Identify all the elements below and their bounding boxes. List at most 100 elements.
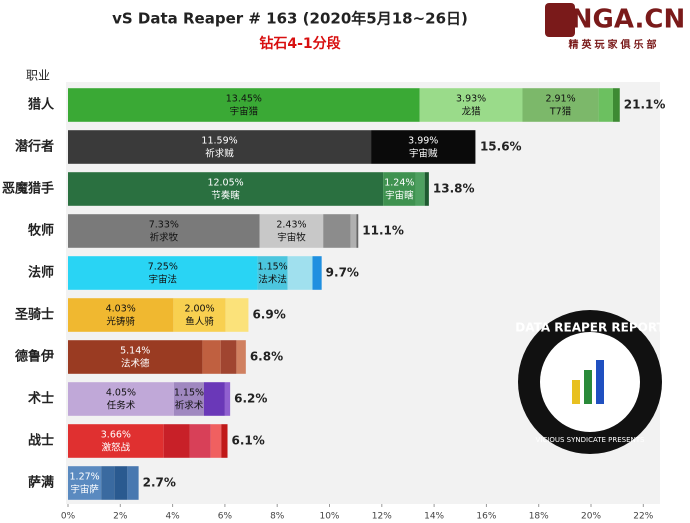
segment-name-label: 任务术 xyxy=(107,400,136,412)
segment-value-label: 3.66% xyxy=(101,430,131,441)
badge-icon xyxy=(584,370,592,404)
y-tick-label: 圣骑士 xyxy=(15,307,54,323)
segment-value-label: 2.00% xyxy=(184,304,214,315)
bar-segment xyxy=(371,130,476,164)
x-tick-label: 16% xyxy=(476,512,496,522)
segment-value-label: 11.59% xyxy=(201,136,237,147)
bar-segment xyxy=(68,340,203,374)
segment-value-label: 2.91% xyxy=(545,94,575,105)
y-tick-label: 潜行者 xyxy=(15,139,54,155)
y-tick-label: 恶魔猎手 xyxy=(2,181,54,197)
bar-segment xyxy=(225,298,249,332)
segment-name-label: 祈求术 xyxy=(175,400,204,412)
bar-segment xyxy=(259,214,324,248)
chart-subtitle: 钻石4-1分段 xyxy=(259,35,340,52)
x-tick-label: 14% xyxy=(424,512,444,522)
x-tick-label: 18% xyxy=(529,512,549,522)
total-label: 15.6% xyxy=(480,140,522,154)
segment-name-label: 法术德 xyxy=(121,358,150,370)
total-label: 2.7% xyxy=(143,476,176,490)
x-tick-label: 20% xyxy=(581,512,601,522)
bar-segment xyxy=(415,172,425,206)
y-tick-label: 牧师 xyxy=(28,223,54,239)
segment-value-label: 13.45% xyxy=(226,94,262,105)
bar-segment xyxy=(224,382,231,416)
bar-segment xyxy=(68,214,260,248)
segment-name-label: 祈求牧 xyxy=(150,232,179,244)
segment-value-label: 12.05% xyxy=(207,178,243,189)
segment-name-label: 节奏瞎 xyxy=(211,190,240,202)
bar-segment xyxy=(257,256,288,290)
bar-segment xyxy=(68,466,102,500)
bar-segment xyxy=(424,172,429,206)
bar-segment xyxy=(287,256,313,290)
segment-value-label: 3.93% xyxy=(456,94,486,105)
bar-segment xyxy=(522,88,599,122)
x-tick-label: 22% xyxy=(633,512,653,522)
segment-name-label: 鱼人骑 xyxy=(185,316,214,328)
badge-icon xyxy=(572,380,580,404)
badge-title: DATA REAPER REPORT xyxy=(515,321,665,335)
x-tick-label: 6% xyxy=(218,512,233,522)
x-tick-label: 0% xyxy=(61,512,76,522)
bar-segment xyxy=(101,466,115,500)
segment-value-label: 4.03% xyxy=(106,304,136,315)
y-tick-label: 法师 xyxy=(28,265,54,281)
chart-title: vS Data Reaper # 163 (2020年5月18~26日) xyxy=(112,10,468,28)
bar-segment xyxy=(419,88,523,122)
logo: NGA.CN 精英玩家俱乐部 xyxy=(545,3,685,51)
segment-name-label: 宇宙牧 xyxy=(277,232,306,244)
bar-segment xyxy=(221,424,228,458)
bar-segment xyxy=(383,172,416,206)
y-tick-label: 术士 xyxy=(27,391,54,407)
segment-value-label: 7.25% xyxy=(148,262,178,273)
y-axis-label: 职业 xyxy=(26,69,50,83)
bar-segment xyxy=(350,214,357,248)
total-label: 6.9% xyxy=(252,308,285,322)
bar-segment xyxy=(203,382,225,416)
bar-segment xyxy=(612,88,620,122)
bar-segment xyxy=(68,130,372,164)
bar-segment xyxy=(68,256,258,290)
logo-text: NGA.CN xyxy=(571,5,685,35)
segment-name-label: 激怒战 xyxy=(102,442,131,454)
bar-segment xyxy=(68,382,174,416)
bar-segment xyxy=(68,424,164,458)
bar-segment xyxy=(220,340,237,374)
badge-icon xyxy=(596,360,604,404)
segment-name-label: 宇宙法 xyxy=(149,274,178,286)
badge-subtitle: VICIOUS SYNDICATE PRESENTS xyxy=(536,436,645,444)
segment-name-label: 祈求贼 xyxy=(205,148,234,160)
bar-segment xyxy=(127,466,139,500)
x-tick-label: 10% xyxy=(319,512,339,522)
bar-segment xyxy=(202,340,221,374)
total-label: 6.1% xyxy=(232,434,265,448)
segment-value-label: 1.24% xyxy=(384,178,414,189)
bar-segment xyxy=(68,298,174,332)
x-tick-label: 2% xyxy=(113,512,128,522)
total-label: 6.2% xyxy=(234,392,267,406)
bar-segment xyxy=(210,424,222,458)
segment-value-label: 1.15% xyxy=(174,388,204,399)
segment-name-label: 龙猎 xyxy=(462,106,482,118)
x-tick-label: 12% xyxy=(372,512,392,522)
badge: DATA REAPER REPORT VICIOUS SYNDICATE PRE… xyxy=(515,310,666,454)
segment-value-label: 1.27% xyxy=(70,472,100,483)
total-label: 6.8% xyxy=(250,350,283,364)
bar-segment xyxy=(236,340,246,374)
logo-slogan: 精英玩家俱乐部 xyxy=(569,38,660,51)
bar-segment xyxy=(189,424,211,458)
segment-value-label: 5.14% xyxy=(120,346,150,357)
segment-value-label: 2.43% xyxy=(276,220,306,231)
total-label: 21.1% xyxy=(624,98,666,112)
bar-segment xyxy=(68,88,420,122)
y-tick-label: 战士 xyxy=(28,433,54,449)
total-label: 11.1% xyxy=(362,224,404,238)
segment-name-label: 法术法 xyxy=(258,274,287,286)
segment-value-label: 7.33% xyxy=(149,220,179,231)
bar-segment xyxy=(173,382,204,416)
bar-segment xyxy=(598,88,613,122)
segment-name-label: 宇宙猎 xyxy=(230,106,259,118)
bar-segment xyxy=(356,214,359,248)
